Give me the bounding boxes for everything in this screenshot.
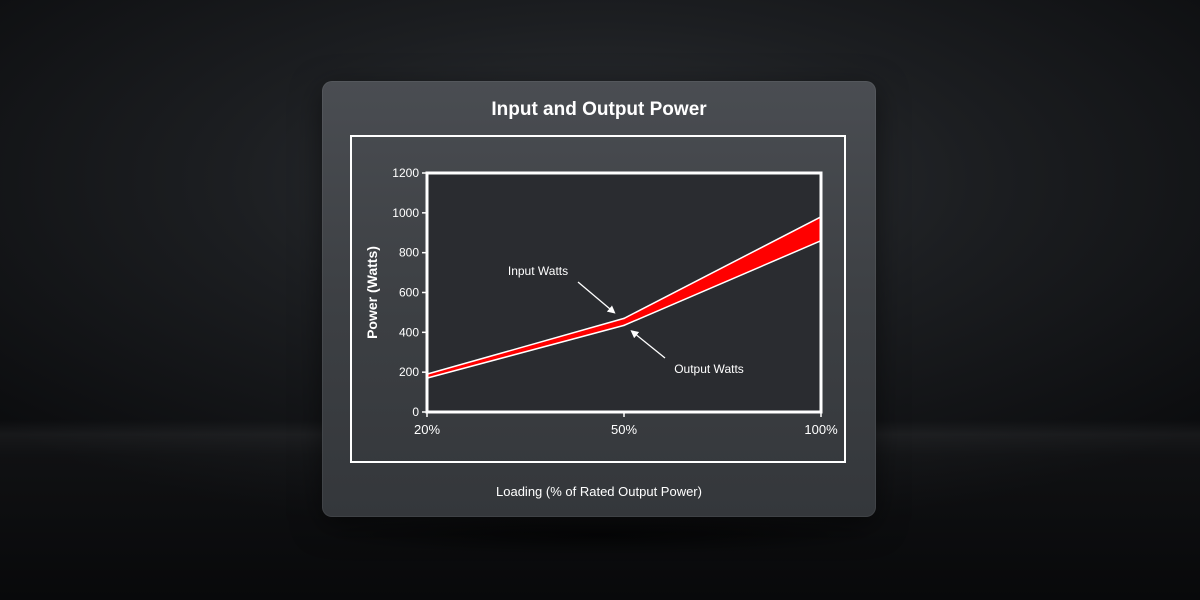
plot-frame [350, 135, 846, 463]
input-watts-annotation: Input Watts [508, 264, 568, 278]
y-tick-label: 400 [399, 325, 419, 339]
y-tick-label: 1200 [392, 166, 419, 180]
output-watts-arrow [630, 330, 666, 359]
y-axis-title: Power (Watts) [364, 246, 380, 339]
input-watts-arrow [577, 281, 616, 314]
y-tick-label: 600 [399, 286, 419, 300]
y-tick-label: 800 [399, 246, 419, 260]
plot-area [427, 173, 821, 412]
x-tick-label: 20% [414, 422, 440, 437]
chart-title: Input and Output Power [491, 99, 707, 120]
card-shadow [310, 515, 890, 555]
y-tick-label: 1000 [392, 206, 419, 220]
x-tick-label: 100% [804, 422, 838, 437]
y-tick-label: 200 [399, 365, 419, 379]
x-axis-title: Loading (% of Rated Output Power) [496, 484, 702, 499]
output-watts-point [623, 324, 625, 327]
input-watts-point [623, 317, 625, 320]
y-tick-label: 0 [412, 405, 419, 419]
x-tick-label: 50% [611, 422, 637, 437]
output-watts-annotation: Output Watts [674, 362, 744, 376]
